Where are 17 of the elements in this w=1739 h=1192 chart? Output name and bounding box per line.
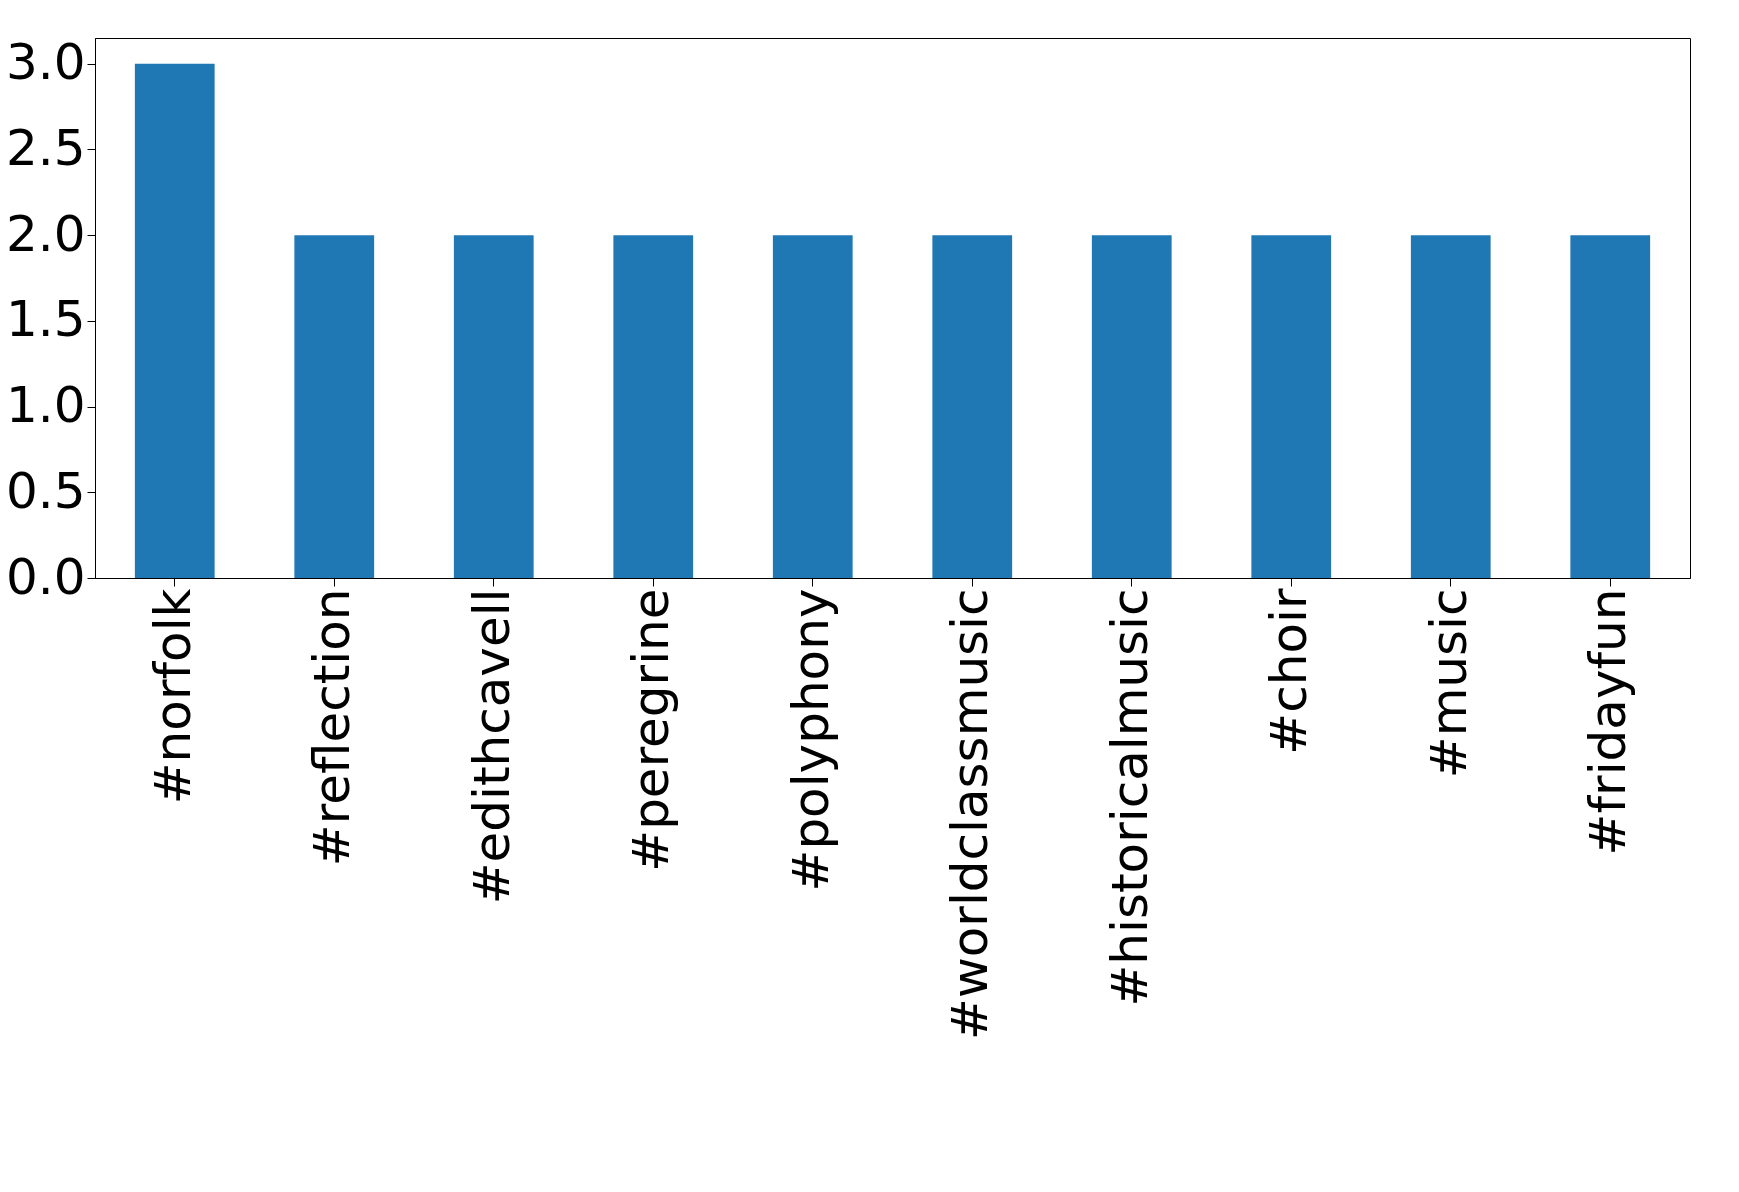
x-tick-label: #polyphony	[781, 588, 840, 892]
y-tick-label: 2.0	[5, 204, 86, 263]
y-tick-label: 0.0	[5, 547, 86, 606]
x-tick-label: #choir	[1260, 588, 1319, 755]
x-tick-label: #norfolk	[143, 588, 202, 805]
x-tick-label: #fridayfun	[1579, 588, 1638, 856]
y-tick-label: 1.0	[5, 376, 86, 435]
y-tick-label: 2.5	[5, 118, 86, 177]
x-tick-label: #peregrine	[622, 588, 681, 872]
y-tick-label: 3.0	[5, 33, 86, 92]
y-tick-label: 0.5	[5, 461, 86, 520]
x-tick-label: #edithcavell	[462, 588, 521, 905]
y-tick-label: 1.5	[5, 290, 86, 349]
x-tick-label: #music	[1419, 588, 1478, 779]
x-tick-label: #worldclassmusic	[941, 588, 1000, 1041]
x-tick-label: #reflection	[303, 588, 362, 867]
x-tick-label: #historicalmusic	[1100, 588, 1159, 1007]
